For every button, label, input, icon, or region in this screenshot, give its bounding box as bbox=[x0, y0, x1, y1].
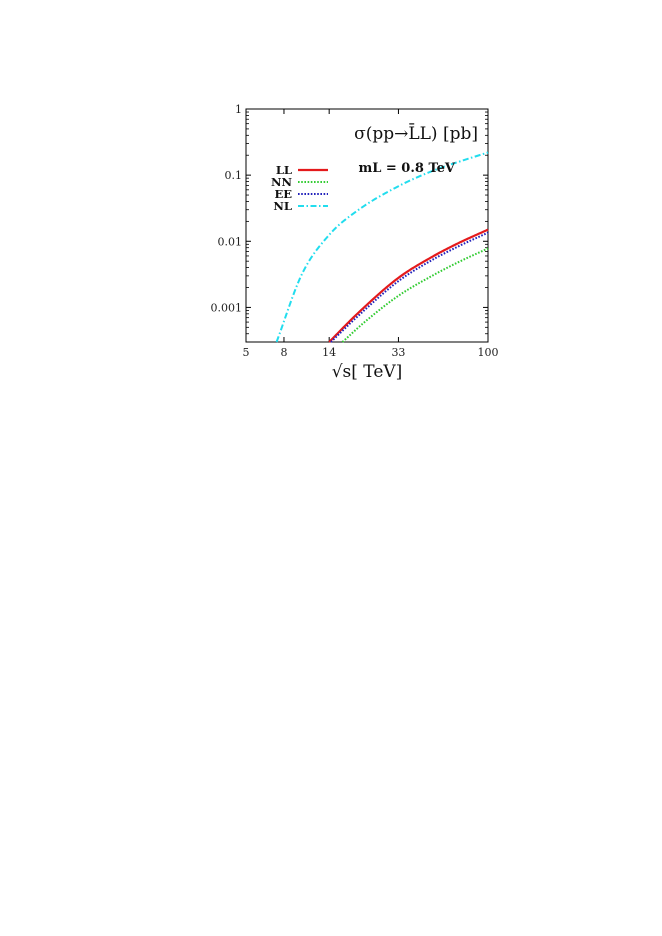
y-tick-label: 0.001 bbox=[211, 301, 243, 314]
x-tick-label: 5 bbox=[243, 346, 250, 359]
y-tick-label: 0.1 bbox=[225, 169, 243, 182]
x-tick-label: 8 bbox=[280, 346, 287, 359]
x-axis-label: √s[ TeV] bbox=[332, 362, 403, 382]
legend-label-nn: NN bbox=[271, 175, 293, 189]
chart-subtitle: mL = 0.8 TeV bbox=[358, 161, 455, 176]
legend-label-nl: NL bbox=[273, 199, 292, 213]
series-lines bbox=[275, 151, 489, 343]
legend-label-ee: EE bbox=[274, 187, 292, 201]
x-tick-label: 14 bbox=[322, 346, 336, 359]
series-line-ll bbox=[328, 228, 489, 343]
x-tick-label: 33 bbox=[391, 346, 405, 359]
plot-frame bbox=[245, 108, 489, 343]
y-tick-label: 0.01 bbox=[218, 235, 243, 248]
legend-label-ll: LL bbox=[276, 163, 292, 177]
y-tick-label: 1 bbox=[235, 103, 242, 116]
x-tick-label: 100 bbox=[478, 346, 499, 359]
tick-labels: 1 0.1 0.01 0.001 5 8 14 33 100 bbox=[211, 103, 499, 359]
series-line-nn bbox=[341, 247, 489, 343]
series-line-ee bbox=[330, 231, 489, 343]
axis-ticks bbox=[245, 108, 489, 343]
chart-title: σ(pp→L̄L) [pb] bbox=[354, 122, 478, 144]
series-line-nl bbox=[275, 151, 489, 343]
